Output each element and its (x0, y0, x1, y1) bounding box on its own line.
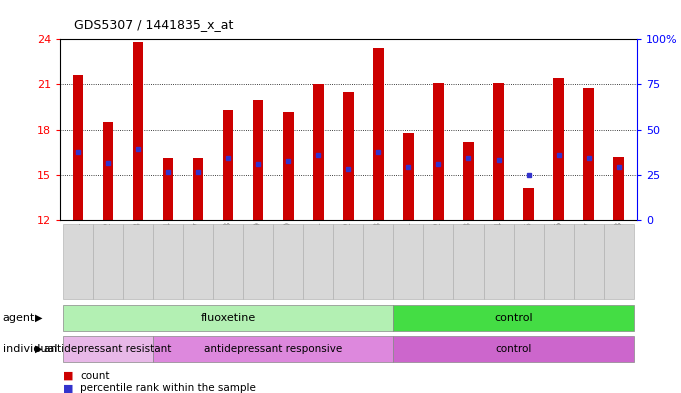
FancyBboxPatch shape (63, 305, 394, 331)
Bar (493, 83, 504, 220)
Bar (523, 189, 534, 220)
Text: antidepressant responsive: antidepressant responsive (204, 344, 343, 354)
Text: control: control (495, 344, 532, 354)
Text: ■: ■ (63, 371, 74, 381)
FancyBboxPatch shape (63, 336, 153, 362)
Bar (463, 142, 474, 220)
FancyBboxPatch shape (364, 224, 394, 299)
FancyBboxPatch shape (394, 224, 424, 299)
FancyBboxPatch shape (333, 224, 364, 299)
FancyBboxPatch shape (424, 224, 454, 299)
Text: antidepressant resistant: antidepressant resistant (44, 344, 172, 354)
Bar (373, 48, 383, 220)
Text: ▶: ▶ (35, 313, 43, 323)
Text: GDS5307 / 1441835_x_at: GDS5307 / 1441835_x_at (74, 18, 233, 31)
FancyBboxPatch shape (123, 224, 153, 299)
Bar (253, 99, 264, 220)
Bar (283, 112, 294, 220)
FancyBboxPatch shape (63, 224, 93, 299)
FancyBboxPatch shape (303, 224, 333, 299)
FancyBboxPatch shape (153, 224, 183, 299)
Text: individual: individual (3, 344, 57, 354)
Text: count: count (80, 371, 110, 381)
FancyBboxPatch shape (484, 224, 513, 299)
Text: percentile rank within the sample: percentile rank within the sample (80, 383, 256, 393)
Bar (614, 157, 624, 220)
Bar (343, 92, 353, 220)
Bar (554, 79, 564, 220)
FancyBboxPatch shape (243, 224, 273, 299)
FancyBboxPatch shape (454, 224, 484, 299)
Text: ▶: ▶ (35, 344, 43, 354)
FancyBboxPatch shape (573, 224, 603, 299)
Bar (433, 83, 444, 220)
Bar (223, 110, 234, 220)
Text: ■: ■ (63, 383, 74, 393)
FancyBboxPatch shape (543, 224, 573, 299)
Bar (193, 158, 204, 220)
FancyBboxPatch shape (183, 224, 213, 299)
Bar (403, 133, 413, 220)
Bar (163, 158, 174, 220)
FancyBboxPatch shape (273, 224, 303, 299)
Bar (313, 84, 323, 220)
Text: agent: agent (3, 313, 35, 323)
Text: fluoxetine: fluoxetine (200, 313, 256, 323)
Text: control: control (494, 313, 533, 323)
Bar (73, 75, 83, 220)
FancyBboxPatch shape (153, 336, 394, 362)
Bar (103, 122, 113, 220)
FancyBboxPatch shape (213, 224, 243, 299)
FancyBboxPatch shape (394, 336, 634, 362)
Bar (133, 42, 143, 220)
FancyBboxPatch shape (513, 224, 543, 299)
FancyBboxPatch shape (93, 224, 123, 299)
FancyBboxPatch shape (603, 224, 634, 299)
Bar (584, 88, 594, 220)
FancyBboxPatch shape (394, 305, 634, 331)
